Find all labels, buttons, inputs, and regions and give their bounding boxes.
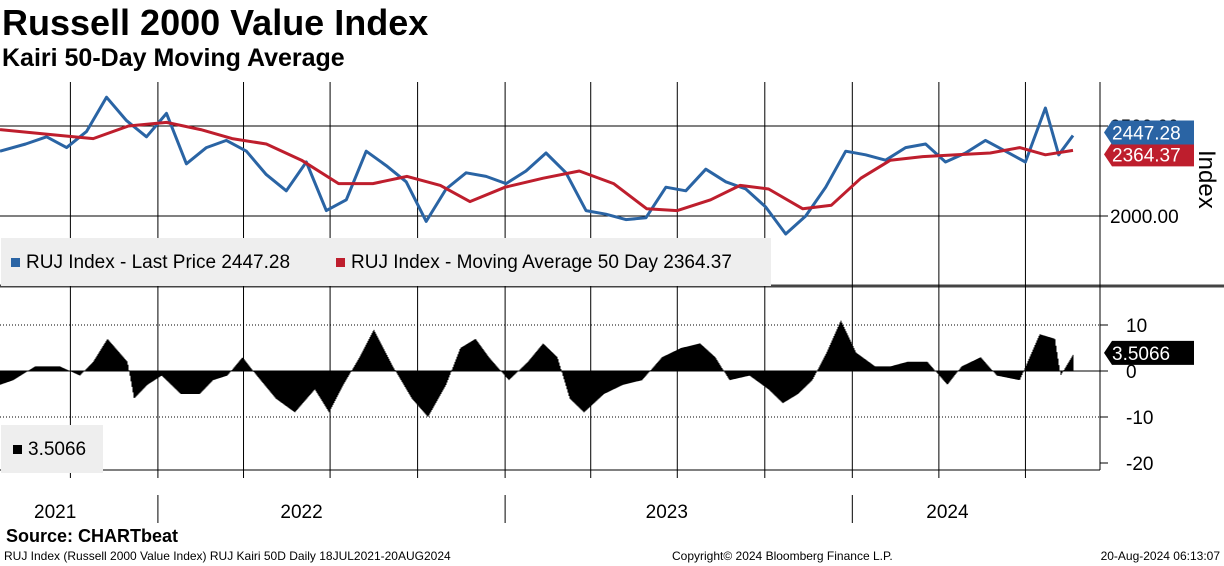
chart-title: Russell 2000 Value Index bbox=[2, 2, 429, 43]
kairi-bars bbox=[0, 320, 1074, 417]
kairi-last-value-tag: 3.5066 bbox=[1112, 344, 1170, 365]
legend-swatch-kairi bbox=[13, 445, 22, 454]
x-tick-label: 2024 bbox=[926, 502, 969, 523]
legend-label-ma: RUJ Index - Moving Average 50 Day 2364.3… bbox=[351, 252, 732, 273]
chart-subtitle: Kairi 50-Day Moving Average bbox=[2, 44, 345, 72]
footer-description: RUJ Index (Russell 2000 Value Index) RUJ… bbox=[4, 549, 451, 563]
kairi-legend: 3.5066 bbox=[1, 425, 103, 473]
footer-copyright: Copyright© 2024 Bloomberg Finance L.P. bbox=[672, 549, 893, 563]
ma-series-line bbox=[0, 120, 1074, 213]
legend-swatch-ma bbox=[336, 258, 345, 267]
price-last-value-tag: 2447.28 bbox=[1112, 123, 1181, 144]
y-tick-label: 10 bbox=[1126, 316, 1147, 337]
footer-timestamp: 20-Aug-2024 06:13:07 bbox=[1100, 549, 1220, 563]
legend-item-price: RUJ Index - Last Price 2447.28 bbox=[11, 252, 290, 274]
legend-label-price: RUJ Index - Last Price 2447.28 bbox=[26, 252, 291, 273]
legend-item-ma: RUJ Index - Moving Average 50 Day 2364.3… bbox=[336, 252, 732, 274]
source-note: Source: CHARTbeat bbox=[6, 526, 179, 546]
legend-item-kairi: 3.5066 bbox=[13, 439, 86, 461]
legend-swatch-price bbox=[11, 258, 20, 267]
x-tick-label: 2022 bbox=[280, 502, 322, 523]
y-tick-label: 0 bbox=[1126, 362, 1137, 383]
legend-label-kairi: 3.5066 bbox=[28, 439, 87, 460]
kairi-last-value-tag-bg bbox=[1104, 340, 1194, 365]
price-legend: RUJ Index - Last Price 2447.28 RUJ Index… bbox=[1, 238, 771, 286]
y-axis-title: Index bbox=[1193, 150, 1220, 209]
y-tick-label: -20 bbox=[1126, 454, 1153, 475]
ma-last-value-tag-bg bbox=[1104, 142, 1194, 167]
ma-last-value-tag: 2364.37 bbox=[1112, 145, 1181, 166]
price-last-value-tag-bg bbox=[1104, 120, 1194, 145]
x-tick-label: 2021 bbox=[34, 502, 76, 523]
y-tick-label: 2000.00 bbox=[1110, 207, 1179, 228]
price-series-line bbox=[0, 95, 1075, 236]
x-tick-label: 2023 bbox=[646, 502, 688, 523]
y-tick-label: -10 bbox=[1126, 408, 1153, 429]
